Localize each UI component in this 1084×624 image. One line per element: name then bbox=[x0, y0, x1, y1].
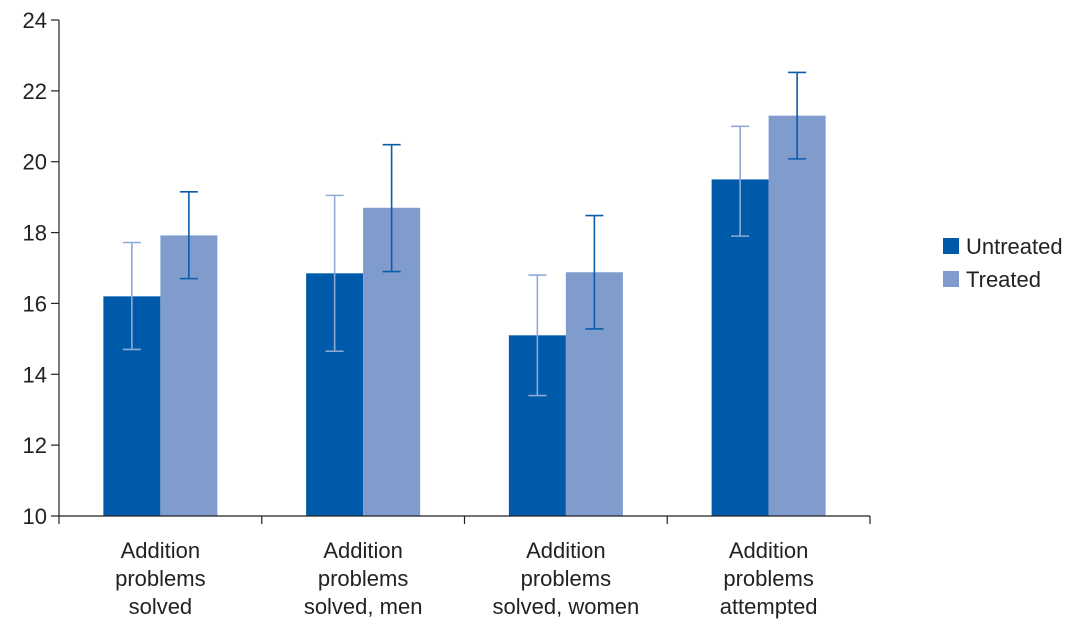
y-tick-label: 16 bbox=[23, 291, 47, 316]
error-bar-treated-3 bbox=[585, 214, 604, 330]
y-tick-label: 10 bbox=[23, 504, 47, 529]
x-category-label: Addition problems solved, women bbox=[493, 538, 640, 619]
bar-treated-1 bbox=[160, 235, 218, 517]
legend-label-treated: Treated bbox=[966, 267, 1041, 292]
error-bar-treated-4 bbox=[788, 71, 807, 160]
x-category-label: Addition problems solved, men bbox=[304, 538, 423, 619]
error-bar-untreated-3 bbox=[528, 274, 547, 397]
x-category-label-line: Addition bbox=[323, 538, 403, 563]
error-bar-untreated-1 bbox=[122, 241, 141, 351]
x-categories-layer: Addition problems solved Addition problems so… bbox=[58, 516, 871, 619]
error-bar-untreated-4 bbox=[731, 125, 750, 237]
legend: Untreated Treated bbox=[943, 234, 1063, 292]
x-category-label-line: solved, women bbox=[493, 594, 640, 619]
x-category-label: Addition problems attempted bbox=[720, 538, 818, 619]
bar-treated-4 bbox=[768, 115, 826, 517]
error-bars-layer bbox=[122, 71, 807, 397]
error-bar-treated-1 bbox=[179, 191, 198, 280]
x-category-label-line: problems bbox=[521, 566, 611, 591]
y-ticks-layer: 10 12 14 16 18 20 22 24 bbox=[23, 8, 59, 529]
x-category-label-line: solved, men bbox=[304, 594, 423, 619]
y-tick-label: 14 bbox=[23, 362, 47, 387]
legend-swatch-untreated bbox=[943, 238, 959, 254]
legend-swatch-treated bbox=[943, 271, 959, 287]
x-category-label-line: Addition bbox=[121, 538, 201, 563]
error-bar-treated-2 bbox=[382, 143, 401, 273]
y-tick-label: 18 bbox=[23, 221, 47, 246]
y-tick-label: 20 bbox=[23, 150, 47, 175]
x-category-label-line: problems bbox=[115, 566, 205, 591]
x-category-label-line: Addition bbox=[526, 538, 606, 563]
y-tick-label: 24 bbox=[23, 8, 47, 33]
bars-layer bbox=[103, 115, 826, 517]
x-category-label: Addition problems solved bbox=[115, 538, 205, 619]
y-tick-label: 12 bbox=[23, 433, 47, 458]
legend-label-untreated: Untreated bbox=[966, 234, 1063, 259]
error-bar-untreated-2 bbox=[325, 194, 344, 353]
x-category-label-line: problems bbox=[318, 566, 408, 591]
x-category-label-line: solved bbox=[129, 594, 193, 619]
y-tick-label: 22 bbox=[23, 79, 47, 104]
x-category-label-line: attempted bbox=[720, 594, 818, 619]
x-category-label-line: Addition bbox=[729, 538, 809, 563]
x-category-label-line: problems bbox=[723, 566, 813, 591]
